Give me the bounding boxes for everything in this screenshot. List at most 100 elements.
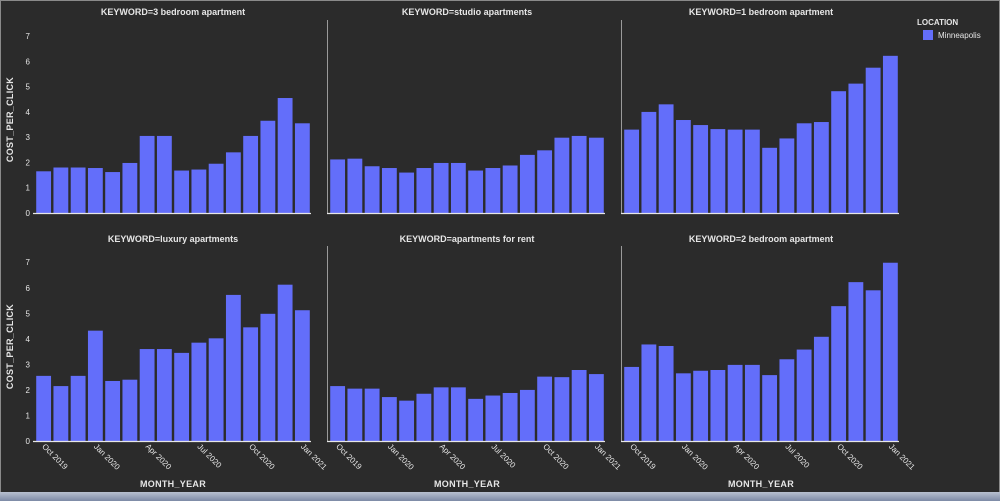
bar-2020-01[interactable] bbox=[87, 330, 103, 441]
bar-2019-11[interactable] bbox=[347, 158, 363, 213]
bar-2019-10[interactable] bbox=[330, 159, 346, 213]
bar-2021-01[interactable] bbox=[588, 374, 604, 441]
bar-2020-08[interactable] bbox=[796, 123, 812, 213]
bar-2019-11[interactable] bbox=[347, 388, 363, 441]
bar-2020-04[interactable] bbox=[727, 129, 743, 213]
bar-2020-01[interactable] bbox=[675, 120, 691, 213]
bar-2020-01[interactable] bbox=[381, 168, 397, 213]
bar-2020-12[interactable] bbox=[865, 67, 881, 213]
bar-2020-06[interactable] bbox=[468, 170, 484, 213]
bar-2020-03[interactable] bbox=[122, 379, 138, 441]
bar-2020-07[interactable] bbox=[779, 359, 795, 441]
bar-2020-08[interactable] bbox=[796, 349, 812, 441]
bar-2020-09[interactable] bbox=[813, 122, 829, 213]
bar-2020-04[interactable] bbox=[139, 135, 155, 213]
bar-2020-06[interactable] bbox=[174, 352, 190, 441]
bar-2020-05[interactable] bbox=[156, 349, 172, 441]
bar-2020-12[interactable] bbox=[277, 284, 293, 441]
bar-2020-07[interactable] bbox=[485, 168, 501, 213]
bar-2020-07[interactable] bbox=[485, 395, 501, 441]
legend-swatch[interactable] bbox=[923, 30, 933, 40]
bar-2020-03[interactable] bbox=[710, 129, 726, 213]
bar-2019-12[interactable] bbox=[70, 167, 86, 213]
bar-2020-05[interactable] bbox=[450, 162, 466, 213]
bar-2020-05[interactable] bbox=[156, 135, 172, 213]
bar-2020-02[interactable] bbox=[399, 172, 415, 213]
bar-2019-11[interactable] bbox=[53, 167, 69, 213]
bar-2020-05[interactable] bbox=[744, 129, 760, 213]
bar-2020-02[interactable] bbox=[693, 125, 709, 213]
bar-2020-04[interactable] bbox=[433, 162, 449, 213]
bar-2020-04[interactable] bbox=[433, 387, 449, 441]
bar-2020-11[interactable] bbox=[260, 120, 276, 213]
bar-2020-08[interactable] bbox=[502, 392, 518, 441]
bar-2020-08[interactable] bbox=[208, 338, 224, 441]
bar-2020-11[interactable] bbox=[848, 83, 864, 214]
bar-2020-09[interactable] bbox=[225, 152, 241, 213]
bar-2020-01[interactable] bbox=[87, 168, 103, 213]
bar-2020-12[interactable] bbox=[865, 290, 881, 441]
bar-2020-07[interactable] bbox=[191, 169, 207, 213]
bar-2020-02[interactable] bbox=[105, 380, 121, 441]
bar-2021-01[interactable] bbox=[588, 137, 604, 213]
bar-2020-07[interactable] bbox=[779, 138, 795, 213]
bar-2020-11[interactable] bbox=[554, 137, 570, 213]
bar-2019-11[interactable] bbox=[53, 386, 69, 441]
bar-2020-05[interactable] bbox=[744, 364, 760, 441]
bar-2020-12[interactable] bbox=[571, 370, 587, 441]
bar-2020-04[interactable] bbox=[727, 364, 743, 441]
bar-2019-10[interactable] bbox=[624, 129, 640, 213]
bar-2021-01[interactable] bbox=[294, 310, 310, 441]
bar-2020-06[interactable] bbox=[174, 170, 190, 213]
bar-2019-10[interactable] bbox=[36, 171, 52, 213]
bar-2020-11[interactable] bbox=[848, 282, 864, 441]
bar-2020-02[interactable] bbox=[693, 370, 709, 441]
bar-2020-10[interactable] bbox=[243, 135, 259, 213]
bar-2020-10[interactable] bbox=[831, 91, 847, 213]
bar-2020-02[interactable] bbox=[399, 400, 415, 441]
bar-2019-10[interactable] bbox=[624, 366, 640, 441]
bar-2020-04[interactable] bbox=[139, 349, 155, 441]
bar-2021-01[interactable] bbox=[882, 55, 898, 213]
bar-2020-03[interactable] bbox=[710, 370, 726, 441]
bar-2020-12[interactable] bbox=[277, 98, 293, 213]
bar-2020-03[interactable] bbox=[416, 168, 432, 213]
bar-2020-07[interactable] bbox=[191, 342, 207, 441]
bar-2019-12[interactable] bbox=[364, 166, 380, 213]
bar-2020-09[interactable] bbox=[519, 389, 535, 441]
bar-2019-12[interactable] bbox=[364, 388, 380, 441]
facet-title: KEYWORD=1 bedroom apartment bbox=[689, 7, 833, 17]
bar-2019-12[interactable] bbox=[70, 375, 86, 441]
bar-2019-11[interactable] bbox=[641, 111, 657, 213]
bar-2020-05[interactable] bbox=[450, 387, 466, 441]
bar-2020-01[interactable] bbox=[675, 373, 691, 441]
bar-2019-12[interactable] bbox=[658, 104, 674, 213]
bar-2020-01[interactable] bbox=[381, 397, 397, 441]
bar-2020-11[interactable] bbox=[554, 377, 570, 441]
bar-2020-12[interactable] bbox=[571, 135, 587, 213]
bar-2020-09[interactable] bbox=[813, 336, 829, 441]
bar-2019-11[interactable] bbox=[641, 344, 657, 441]
bar-2020-09[interactable] bbox=[519, 154, 535, 213]
bar-2021-01[interactable] bbox=[294, 123, 310, 213]
bar-2020-09[interactable] bbox=[225, 294, 241, 441]
bar-2020-03[interactable] bbox=[416, 393, 432, 441]
bar-2020-10[interactable] bbox=[831, 306, 847, 441]
bar-2020-11[interactable] bbox=[260, 313, 276, 441]
bar-2020-06[interactable] bbox=[468, 398, 484, 441]
bar-2020-10[interactable] bbox=[537, 150, 553, 213]
bar-2019-10[interactable] bbox=[330, 386, 346, 441]
bar-2020-10[interactable] bbox=[243, 327, 259, 441]
bar-2020-06[interactable] bbox=[762, 147, 778, 213]
bar-2019-12[interactable] bbox=[658, 345, 674, 441]
bar-2019-10[interactable] bbox=[36, 375, 52, 441]
y-tick-label: 0 bbox=[26, 209, 31, 218]
x-tick-label: Jul 2020 bbox=[489, 442, 517, 470]
bar-2020-06[interactable] bbox=[762, 375, 778, 441]
bar-2020-02[interactable] bbox=[105, 172, 121, 213]
bar-2020-08[interactable] bbox=[502, 165, 518, 213]
bar-2020-10[interactable] bbox=[537, 376, 553, 441]
bar-2021-01[interactable] bbox=[882, 262, 898, 441]
bar-2020-08[interactable] bbox=[208, 163, 224, 213]
bar-2020-03[interactable] bbox=[122, 162, 138, 213]
